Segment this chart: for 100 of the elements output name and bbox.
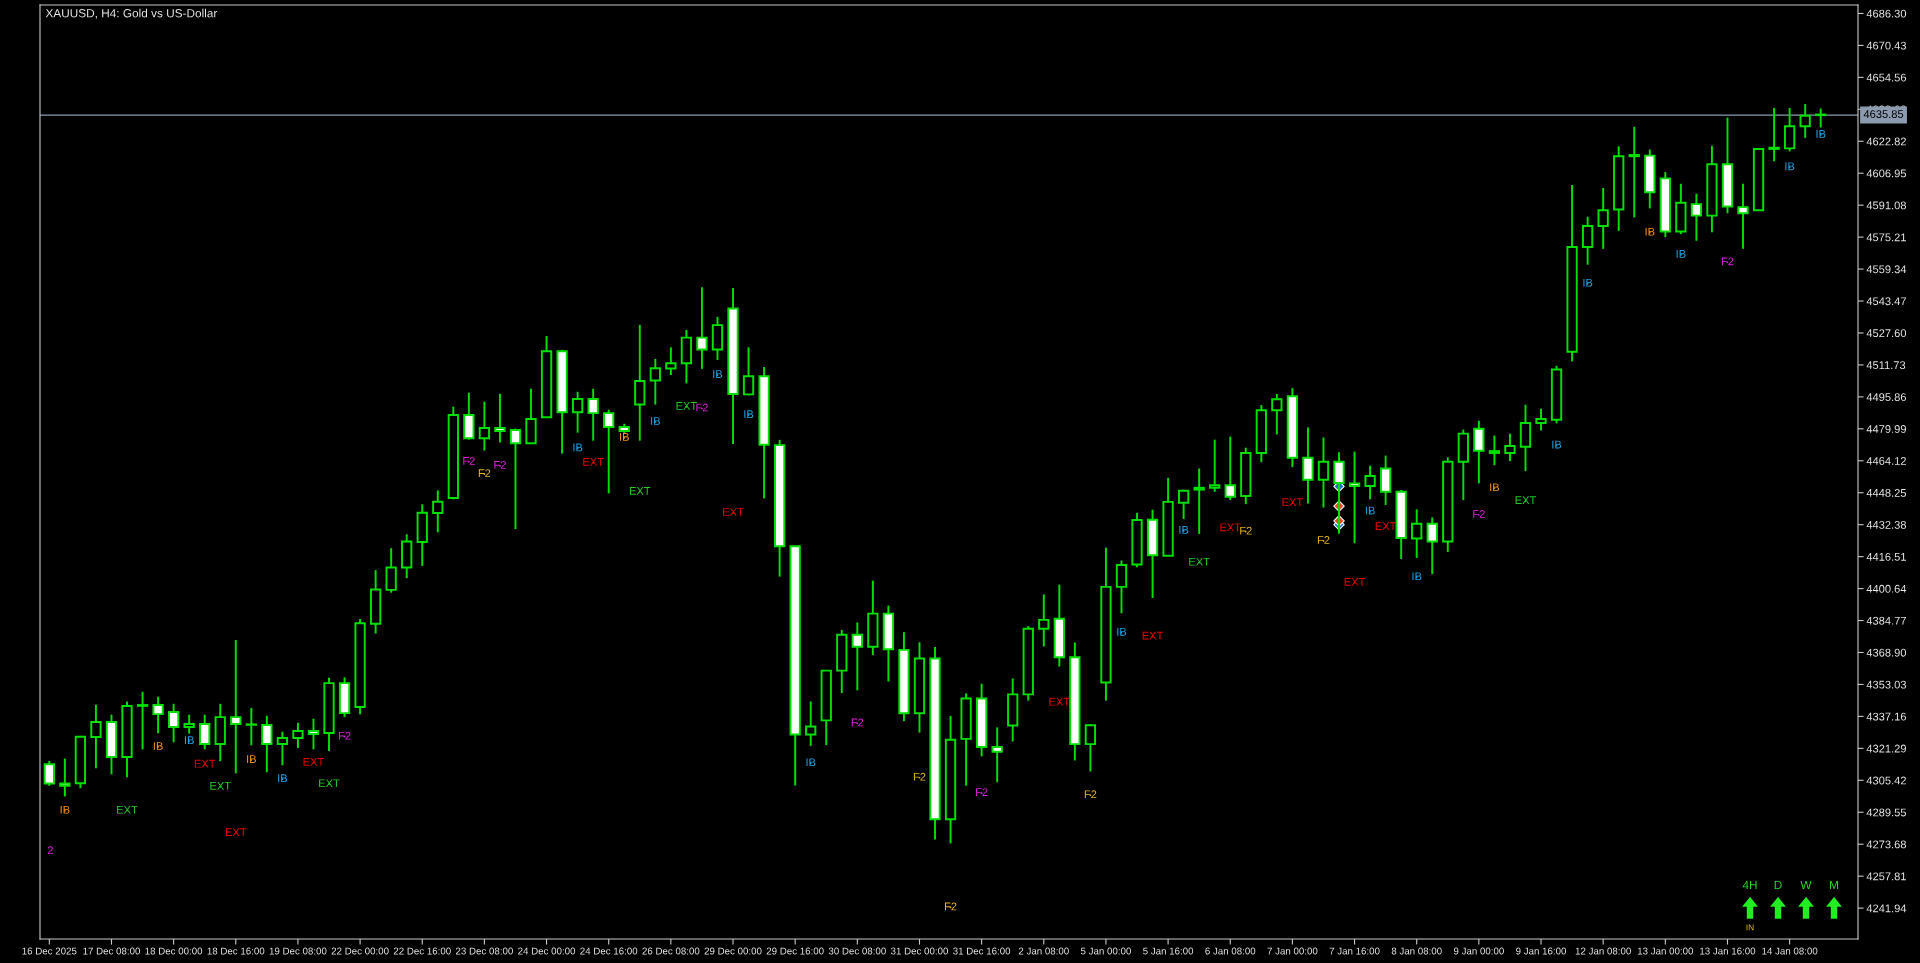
y-tick-label: 4257.81 xyxy=(1866,872,1906,881)
y-tick-label: 4527.60 xyxy=(1866,329,1907,338)
x-tick-label: 30 Dec 08:00 xyxy=(828,947,886,955)
y-tick-label: 4432.38 xyxy=(1866,520,1907,529)
x-tick-label: 6 Jan 08:00 xyxy=(1205,947,1256,955)
x-tick-label: 13 Jan 00:00 xyxy=(1637,947,1694,955)
x-tick-label: 16 Dec 2025 xyxy=(22,947,77,955)
x-tick-label: 18 Dec 16:00 xyxy=(207,947,265,955)
y-tick-label: 4448.25 xyxy=(1866,489,1907,497)
data-label: IB xyxy=(1645,227,1655,236)
x-tick-label: 7 Jan 16:00 xyxy=(1329,947,1380,955)
data-label: EXT xyxy=(1375,522,1397,530)
y-tick-label: 4591.08 xyxy=(1866,201,1907,210)
annotation: 4H xyxy=(1742,880,1757,890)
y-tick-label: 4353.03 xyxy=(1866,680,1907,689)
y-tick-label: 4606.95 xyxy=(1866,169,1907,178)
x-tick-label: 29 Dec 00:00 xyxy=(704,947,762,955)
data-label: EXT xyxy=(723,508,744,516)
data-label: F2 xyxy=(1084,790,1097,799)
y-tick-label: 4368.90 xyxy=(1866,648,1907,657)
x-tick-label: 9 Jan 00:00 xyxy=(1453,947,1504,955)
x-tick-label: 19 Dec 08:00 xyxy=(269,947,327,955)
data-label: IB xyxy=(1490,483,1500,492)
y-tick-label: 4321.29 xyxy=(1866,744,1906,753)
data-label: F2 xyxy=(494,460,506,469)
data-label: IB xyxy=(1412,572,1422,581)
y-tick-label: 4495.86 xyxy=(1866,393,1907,402)
x-tick-label: 24 Dec 16:00 xyxy=(580,947,638,955)
data-label: F2 xyxy=(696,403,708,412)
data-label: IB xyxy=(1365,506,1375,515)
data-label: EXT xyxy=(117,805,138,814)
y-tick-label: 4400.64 xyxy=(1866,584,1907,593)
x-tick-label: 14 Jan 08:00 xyxy=(1762,947,1818,955)
data-label: F2 xyxy=(851,718,864,727)
x-tick-label: 17 Dec 08:00 xyxy=(83,947,141,955)
x-tick-label: 22 Dec 16:00 xyxy=(393,947,451,955)
data-label: EXT xyxy=(1282,498,1303,506)
y-tick-label: 4337.16 xyxy=(1866,712,1907,721)
x-tick-label: 9 Jan 16:00 xyxy=(1516,947,1567,955)
data-label: F2 xyxy=(478,469,491,477)
y-tick-label: 4273.68 xyxy=(1866,840,1907,849)
y-tick-label: 4654.56 xyxy=(1866,73,1907,82)
y-tick-label: 4559.34 xyxy=(1866,265,1907,274)
data-label: IB xyxy=(184,736,194,744)
data-label: IB xyxy=(744,410,754,418)
data-label: IB xyxy=(247,755,256,763)
text: M xyxy=(1830,880,1838,890)
data-label: IB xyxy=(620,433,629,441)
chart-title: XAUUSD, H4: Gold vs US-Dollar xyxy=(45,8,218,19)
y-tick-label: 4241.94 xyxy=(1866,904,1907,913)
y-tick-label: 4543.47 xyxy=(1866,297,1906,306)
x-tick-label: 26 Dec 08:00 xyxy=(642,947,700,955)
y-tick-label: 4479.99 xyxy=(1866,425,1906,433)
x-tick-label: 29 Dec 16:00 xyxy=(766,947,824,955)
x-tick-label: 5 Jan 00:00 xyxy=(1080,947,1131,955)
data-label: IB xyxy=(1117,628,1127,636)
x-tick-label: 8 Jan 08:00 xyxy=(1391,947,1442,955)
x-tick-label: 5 Jan 16:00 xyxy=(1143,947,1194,955)
data-label: EXT xyxy=(1344,578,1366,586)
y-tick-label: 4305.42 xyxy=(1866,776,1906,785)
y-tick-label: 4575.21 xyxy=(1866,233,1906,242)
data-label: EXT xyxy=(194,759,216,768)
x-tick-label: 12 Jan 08:00 xyxy=(1575,947,1631,955)
data-label: F2 xyxy=(1721,257,1734,266)
data-label: IB xyxy=(1552,440,1562,449)
annotation: 2 xyxy=(47,846,53,855)
y-tick-label: 4670.43 xyxy=(1866,41,1907,50)
data-label: F2 xyxy=(1240,526,1252,535)
annotation: W xyxy=(1800,880,1812,890)
data-label: IB xyxy=(1583,278,1593,287)
y-tick-label: 4464.12 xyxy=(1866,457,1906,465)
data-label: EXT xyxy=(319,779,340,788)
y-tick-label: 4384.77 xyxy=(1866,616,1906,625)
data-label: EXT xyxy=(1189,557,1210,566)
data-label: EXT xyxy=(1142,631,1164,640)
data-label: EXT xyxy=(629,487,651,495)
data-label: EXT xyxy=(676,402,697,410)
data-label: IB xyxy=(153,742,163,750)
data-label: F2 xyxy=(1317,536,1330,544)
data-label: F2 xyxy=(1473,510,1485,518)
y-tick-label: 4289.55 xyxy=(1866,808,1907,817)
x-tick-label: 2 Jan 08:00 xyxy=(1018,947,1069,955)
x-tick-label: 13 Jan 16:00 xyxy=(1700,947,1756,955)
data-label: EXT xyxy=(225,828,247,836)
data-label: F2 xyxy=(338,731,351,740)
y-tick-label: 4511.73 xyxy=(1866,361,1906,370)
x-tick-label: 22 Dec 00:00 xyxy=(331,947,389,955)
x-tick-label: 18 Dec 00:00 xyxy=(145,947,203,955)
x-tick-label: 24 Dec 00:00 xyxy=(518,947,576,955)
data-label: IB xyxy=(1785,162,1795,171)
data-label: F2 xyxy=(913,772,926,781)
data-label: IB xyxy=(278,774,288,783)
data-label: IB xyxy=(1676,250,1686,258)
x-tick-label: 23 Dec 08:00 xyxy=(455,947,513,955)
data-label: F2 xyxy=(463,456,475,465)
data-label: EXT xyxy=(210,782,231,790)
x-tick-label: 31 Dec 00:00 xyxy=(890,947,949,955)
data-label: EXT xyxy=(303,758,325,766)
data-label: F2 xyxy=(976,788,988,796)
data-label: IB xyxy=(60,805,70,814)
